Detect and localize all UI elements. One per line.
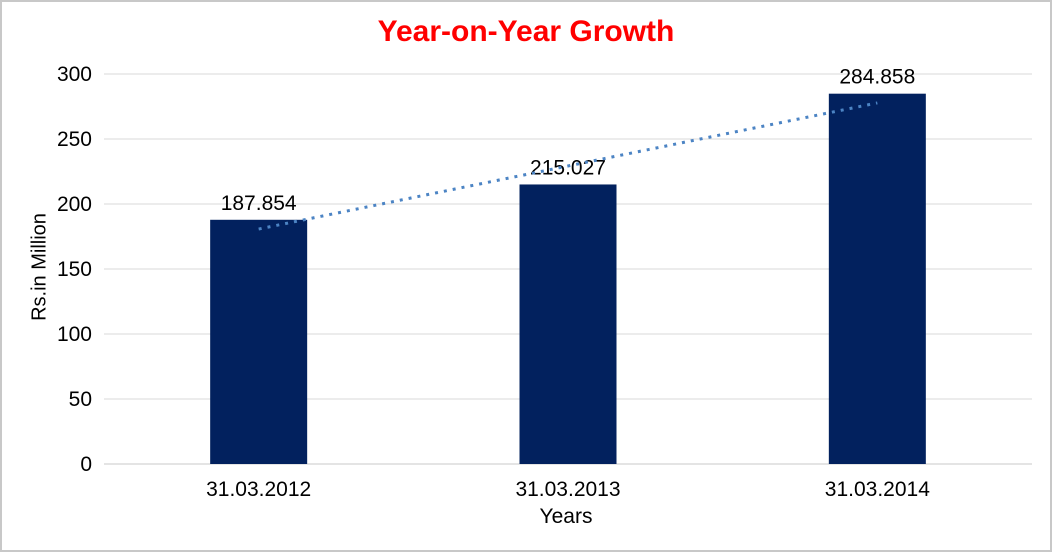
y-tick-label: 200 xyxy=(57,193,92,216)
x-category-label: 31.03.2014 xyxy=(825,478,930,501)
y-tick-label: 150 xyxy=(57,258,92,281)
y-tick-label: 50 xyxy=(69,388,92,411)
y-tick-label: 0 xyxy=(80,453,92,476)
trendline-dotted xyxy=(258,101,878,231)
bar-value-label: 284.858 xyxy=(839,66,915,89)
chart-title: Year-on-Year Growth xyxy=(377,15,675,48)
y-tick-label: 250 xyxy=(57,128,92,151)
bar xyxy=(210,219,308,464)
y-axis-title: Rs.in Million xyxy=(28,213,51,321)
bar xyxy=(519,184,617,464)
bar xyxy=(828,93,926,464)
x-category-label: 31.03.2012 xyxy=(206,478,311,501)
x-axis-title: Years xyxy=(539,505,593,528)
x-category-label: 31.03.2013 xyxy=(515,478,620,501)
y-tick-label: 100 xyxy=(57,323,92,346)
bar-value-label: 187.854 xyxy=(221,192,297,215)
y-tick-label: 300 xyxy=(57,63,92,86)
